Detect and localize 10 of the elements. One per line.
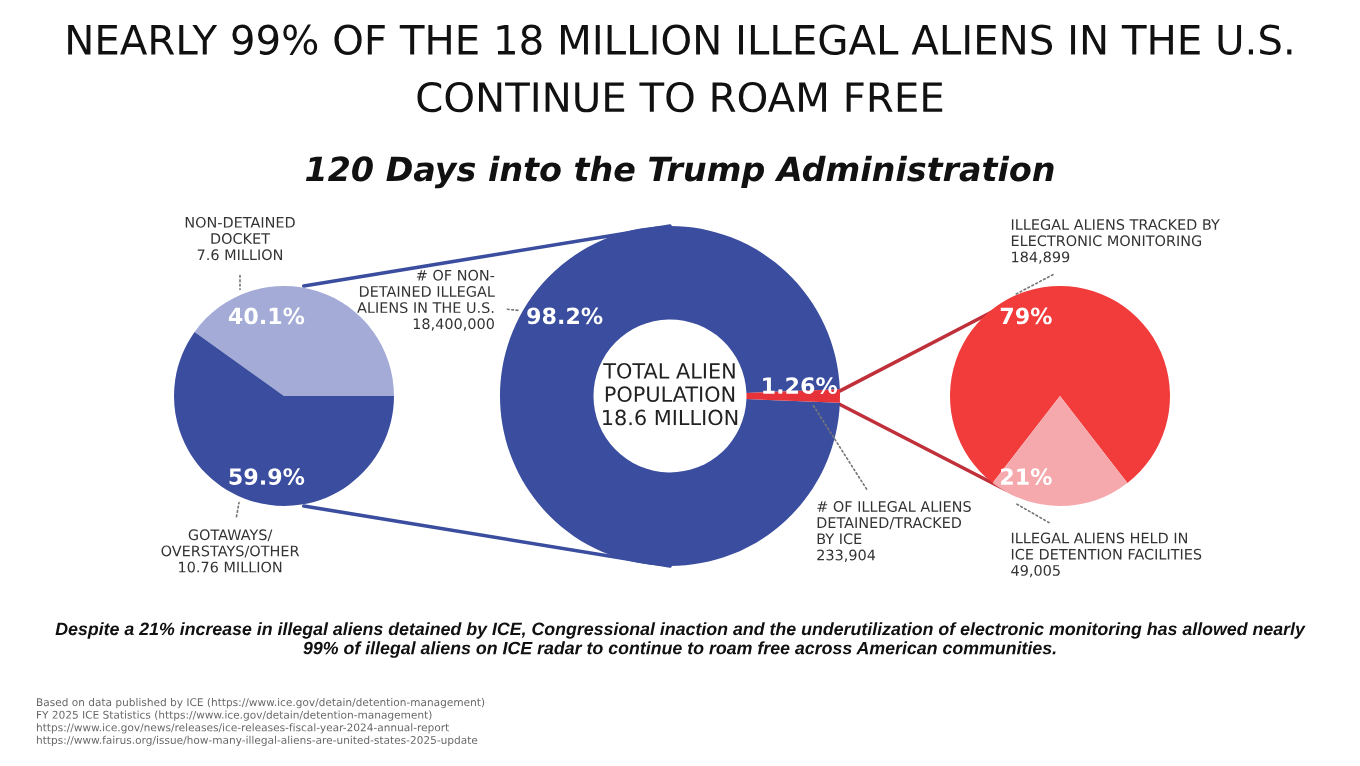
data-label: 40.1% [228, 307, 305, 325]
data-label: 98.2% [527, 307, 603, 325]
text: 120 Days into the Trump Administration [305, 155, 1054, 189]
data-label: 21% [1001, 468, 1052, 485]
data-label: 59.9% [229, 468, 305, 485]
text: NEARLY 99% OF THE 18 MILLION ILLEGAL ALIENS IN THE U.S. CONTINUE TO ROAM FREE [68, 24, 1292, 113]
text: TOTAL ALIEN POPULATION 18.6 MILLION [603, 362, 738, 426]
data-label: 79% [1000, 307, 1052, 325]
data-label: 1.26% [763, 377, 838, 394]
text: Despite a 21% increase in illegal aliens detained by ICE, Congressional inaction and the underutilization of electronic monitoring has allowed nearly 99% of illegal aliens on ICE radar to continue to roam free across American communities. [55, 622, 1306, 658]
